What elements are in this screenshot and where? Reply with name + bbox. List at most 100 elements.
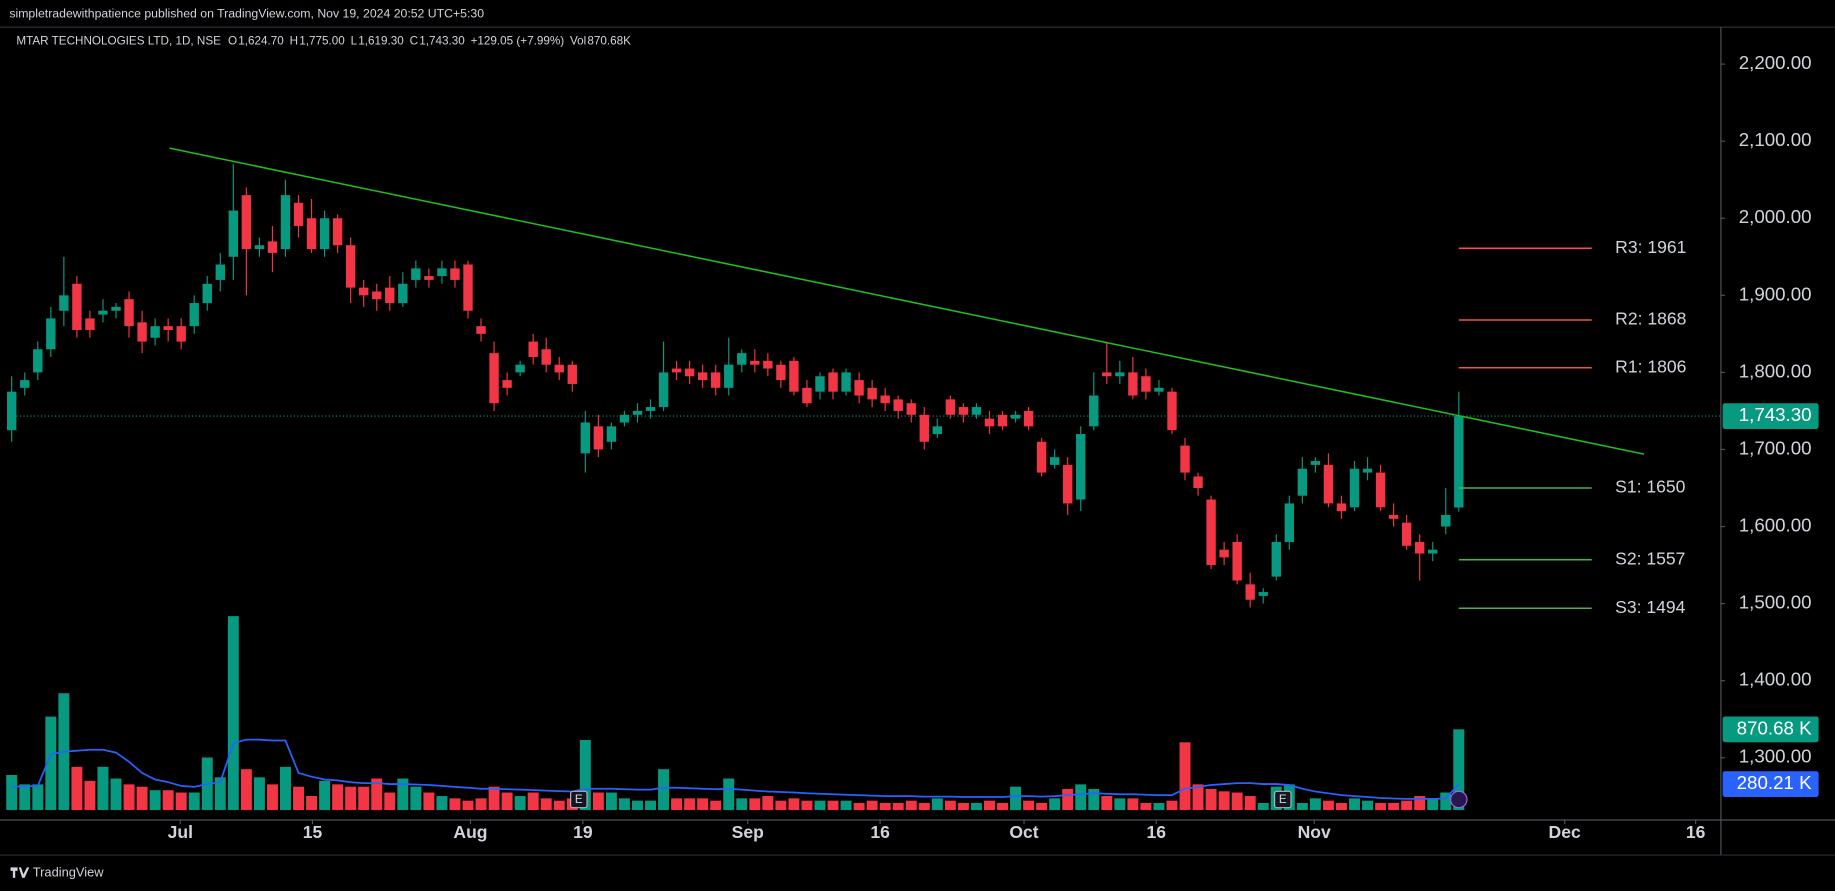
candle-body bbox=[1284, 503, 1295, 542]
legend-text: 1,775.00 bbox=[299, 34, 345, 47]
candle-body bbox=[385, 287, 395, 304]
candle-body bbox=[697, 372, 708, 381]
candle-body bbox=[619, 414, 630, 423]
legend-text: 1,624.70 bbox=[238, 34, 284, 47]
volume-bar bbox=[306, 796, 318, 811]
volume-bar bbox=[488, 786, 500, 811]
candle-body bbox=[841, 372, 851, 392]
x-tick-label: 16 bbox=[1146, 822, 1166, 842]
candle-body bbox=[789, 360, 799, 392]
candle-body bbox=[1023, 410, 1034, 427]
candle-body bbox=[345, 245, 356, 288]
trendline bbox=[169, 147, 1645, 455]
volume-bar bbox=[1075, 784, 1087, 811]
volume-bar bbox=[618, 798, 630, 811]
x-tick-label: 16 bbox=[1686, 822, 1706, 842]
volume-bar bbox=[553, 800, 565, 811]
candle-body bbox=[1441, 514, 1451, 527]
volume-bar bbox=[1453, 729, 1465, 811]
volume-bar bbox=[579, 739, 591, 811]
volume-bar bbox=[1049, 798, 1061, 811]
legend-text: 1,619.30 bbox=[358, 34, 404, 47]
x-tick-label: Oct bbox=[1009, 822, 1038, 842]
candle-body bbox=[1323, 464, 1334, 504]
volume-bar bbox=[866, 800, 878, 811]
candle-body bbox=[893, 399, 903, 411]
candle-body bbox=[671, 368, 682, 373]
candle-body bbox=[241, 195, 252, 250]
y-tick-label: 2,200.00 bbox=[1739, 52, 1812, 73]
volume-bar bbox=[697, 798, 709, 811]
candle-body bbox=[1297, 468, 1308, 496]
volume-bar bbox=[1101, 796, 1113, 811]
volume-bar bbox=[188, 792, 200, 811]
volume-bar bbox=[892, 802, 904, 811]
candle-body bbox=[854, 380, 864, 396]
volume-bar bbox=[957, 802, 969, 811]
candle-body bbox=[254, 245, 265, 250]
volume-bar bbox=[1231, 792, 1243, 811]
legend-text: O bbox=[228, 34, 237, 47]
candle-body bbox=[528, 341, 538, 357]
candle-body bbox=[1193, 476, 1203, 489]
volume-value-label: 870.68 K bbox=[1737, 717, 1812, 738]
volume-bar bbox=[514, 796, 526, 811]
volume-bar bbox=[1322, 800, 1334, 811]
candle-body bbox=[1336, 503, 1347, 512]
candle-body bbox=[554, 364, 564, 373]
volume-bar bbox=[1309, 798, 1321, 811]
volume-bar bbox=[1296, 802, 1308, 811]
volume-bar bbox=[280, 766, 291, 811]
volume-bar bbox=[84, 780, 96, 811]
volume-bar bbox=[762, 796, 774, 811]
x-tick-label: 16 bbox=[870, 822, 890, 842]
candle-body bbox=[606, 426, 617, 442]
volume-ma-line bbox=[11, 738, 1460, 800]
volume-bar bbox=[1062, 789, 1074, 811]
x-tick-label: 19 bbox=[573, 822, 593, 842]
x-tick-label: Aug bbox=[453, 822, 487, 842]
candle-body bbox=[1167, 391, 1177, 431]
volume-bar bbox=[1427, 798, 1439, 811]
volume-bar bbox=[110, 778, 122, 811]
volume-bar bbox=[1440, 792, 1452, 811]
volume-bar bbox=[1010, 786, 1022, 811]
volume-bar bbox=[358, 786, 370, 811]
candle-body bbox=[502, 380, 512, 388]
volume-bar bbox=[775, 800, 787, 811]
candle-body bbox=[85, 318, 95, 331]
pivot-label: R3: 1961 bbox=[1615, 237, 1686, 257]
y-tick-label: 1,700.00 bbox=[1739, 437, 1812, 458]
volume-bar bbox=[162, 790, 174, 811]
candle-body bbox=[1310, 461, 1321, 465]
candle-body bbox=[1206, 499, 1216, 566]
volume-bar bbox=[1036, 802, 1048, 811]
volume-bar bbox=[997, 802, 1008, 811]
volume-bar bbox=[1388, 802, 1400, 811]
volume-bar bbox=[814, 800, 826, 811]
volume-bar bbox=[1335, 802, 1347, 811]
volume-bar bbox=[1023, 800, 1035, 811]
volume-bar bbox=[723, 778, 735, 811]
candle-body bbox=[593, 426, 604, 450]
volume-bar bbox=[1153, 802, 1165, 811]
volume-bar bbox=[423, 792, 435, 811]
candle-body bbox=[1049, 457, 1060, 465]
volume-bar bbox=[1192, 784, 1204, 811]
candle-body bbox=[1349, 468, 1360, 508]
volume-bar bbox=[436, 796, 448, 811]
footer: TradingView bbox=[10, 865, 104, 880]
candle-body bbox=[867, 387, 877, 400]
volume-bar bbox=[71, 766, 83, 811]
volume-bar bbox=[592, 792, 604, 811]
candle-body bbox=[359, 287, 369, 296]
volume-bar bbox=[1140, 802, 1152, 811]
candle-body bbox=[59, 295, 69, 311]
volume-bar bbox=[1166, 800, 1178, 811]
event-badge bbox=[1274, 790, 1292, 809]
volume-bar bbox=[1362, 800, 1374, 811]
candle-body bbox=[932, 426, 943, 435]
volume-bar bbox=[658, 769, 670, 811]
